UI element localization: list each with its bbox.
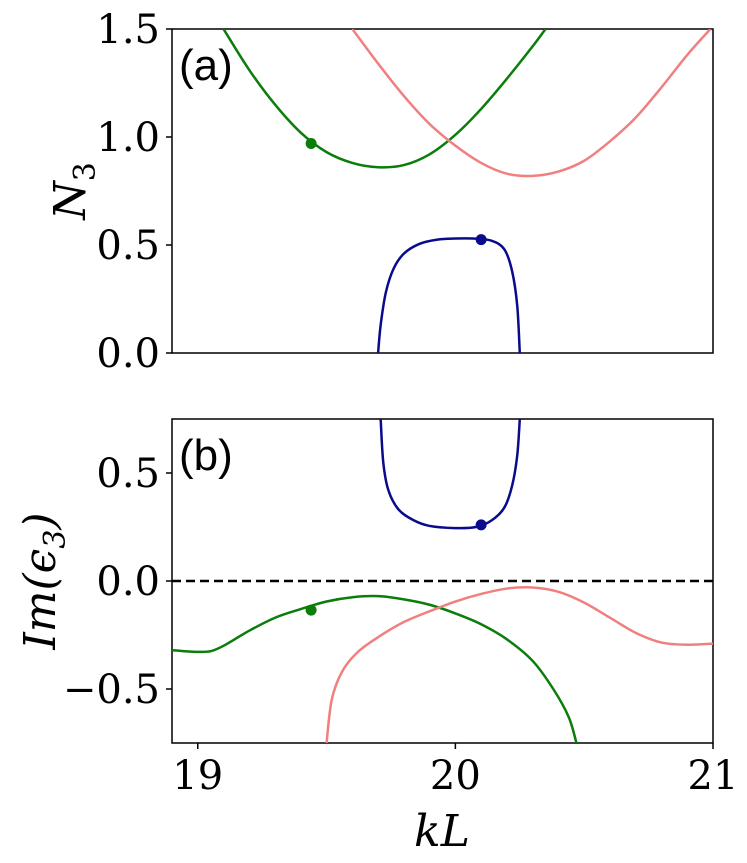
panel-b-ylabel-main: Im(ϵ <box>15 549 66 651</box>
panel-a-navy-curve <box>376 237 522 353</box>
panel-b-xtick-label: 19 <box>172 753 223 799</box>
panel-a-label: (a) <box>179 41 233 90</box>
panel-b-yticks: −0.5 0.0 0.5 <box>63 451 172 713</box>
panel-a-navy-marker <box>475 234 487 246</box>
panel-a-ylabel: N3 <box>45 162 103 221</box>
panel-b-ylabel: Im(ϵ3) <box>15 512 73 650</box>
panel-a-frame <box>171 28 714 354</box>
panel-a-ytick-label: 0.5 <box>96 223 160 269</box>
panel-b-navy-marker <box>475 519 487 531</box>
panel-b-green-curve <box>172 594 578 743</box>
panel-b-green-marker <box>305 604 317 616</box>
panel-a-series <box>222 29 712 353</box>
panel-a-yticks: 0.0 0.5 1.0 1.5 <box>96 7 172 377</box>
panel-a-green-curve <box>222 29 547 169</box>
panel-b-navy-curve <box>379 419 522 530</box>
panel-b-label: (b) <box>179 431 233 480</box>
panel-b: (b) Im(ϵ3) −0.5 0.0 0.5 19 20 21 kL <box>15 418 738 857</box>
panel-b-ylabel-close: ) <box>15 512 66 530</box>
panel-a-ylabel-sub: 3 <box>68 162 103 181</box>
panel-a: (a) N3 0.0 0.5 1.0 1.5 <box>45 7 714 377</box>
panel-b-xtick-label: 21 <box>688 753 739 799</box>
panel-b-ytick-label: −0.5 <box>63 667 160 713</box>
panel-b-series <box>172 419 713 743</box>
panel-b-ytick-label: 0.5 <box>96 451 160 497</box>
panel-b-ytick-label: 0.0 <box>96 559 160 605</box>
panel-a-ylabel-main: N <box>45 180 96 221</box>
panel-b-ylabel-sub: 3 <box>38 530 73 549</box>
panel-a-ytick-label: 1.0 <box>96 115 160 161</box>
panel-b-xticks: 19 20 21 <box>172 743 738 799</box>
panel-a-green-marker <box>305 137 317 149</box>
panel-b-xlabel: kL <box>414 806 470 857</box>
panel-a-ytick-label: 1.5 <box>96 7 160 53</box>
panel-a-pink-curve <box>351 29 712 178</box>
panel-a-ytick-label: 0.0 <box>96 331 160 377</box>
panel-b-pink-curve <box>325 586 713 743</box>
panel-b-xtick-label: 20 <box>430 753 481 799</box>
